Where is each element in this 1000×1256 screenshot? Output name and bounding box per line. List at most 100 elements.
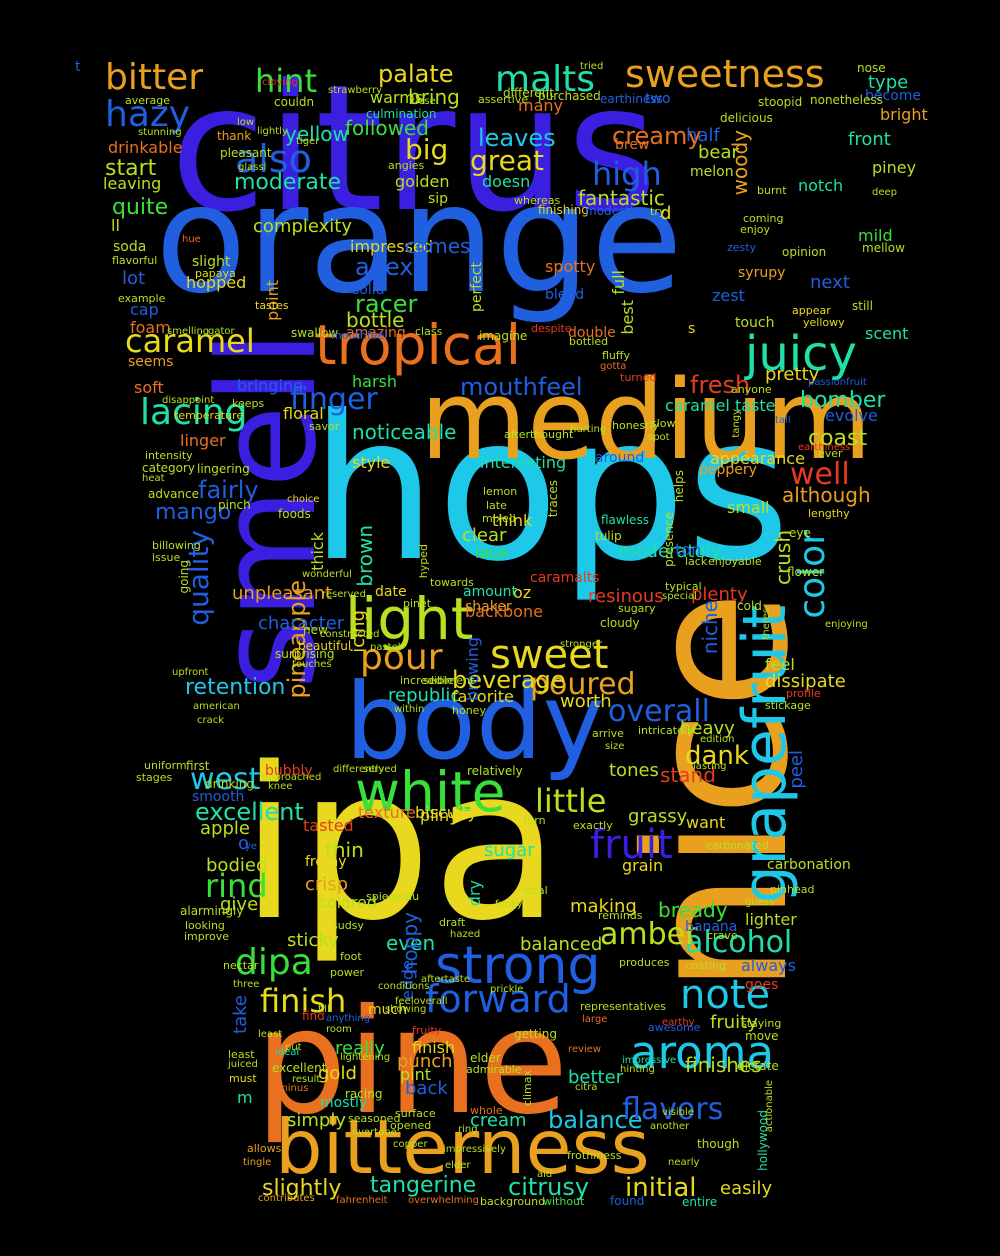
cloud-word: lightly xyxy=(257,126,288,137)
cloud-word: warms xyxy=(370,88,424,107)
cloud-word: size xyxy=(605,741,625,752)
cloud-word: special xyxy=(662,591,697,602)
cloud-word: excellent xyxy=(272,1061,327,1075)
cloud-word: although xyxy=(782,483,871,507)
cloud-word: class xyxy=(415,325,443,338)
cloud-word: sediment xyxy=(423,674,475,687)
cloud-word: bringing xyxy=(237,376,304,395)
cloud-word: tried xyxy=(580,61,604,72)
cloud-word: coming xyxy=(743,212,784,225)
cloud-word: average xyxy=(125,94,171,107)
cloud-word: crack xyxy=(197,715,225,726)
cloud-word: balance xyxy=(548,1106,643,1134)
cloud-word: around xyxy=(595,450,645,466)
cloud-word: nonetheless xyxy=(810,93,883,107)
cloud-word: modestly xyxy=(585,204,641,218)
cloud-word: half xyxy=(686,125,720,146)
cloud-word: review xyxy=(568,1044,602,1055)
cloud-word: angies xyxy=(388,159,425,172)
cloud-word: soft xyxy=(134,378,164,397)
cloud-word: actionable xyxy=(764,1080,775,1133)
cloud-word: take xyxy=(230,995,251,1034)
cloud-word: mixed xyxy=(482,512,516,525)
cloud-word: sip xyxy=(428,191,449,207)
cloud-word: conditions xyxy=(378,981,430,992)
cloud-word: hazy xyxy=(105,94,191,135)
cloud-word: pinch xyxy=(218,498,251,512)
cloud-word: bitterness xyxy=(275,1103,650,1191)
cloud-word: edition xyxy=(700,734,735,745)
cloud-word: found xyxy=(610,1194,645,1208)
cloud-word: orange xyxy=(155,153,683,327)
cloud-word: couldn xyxy=(274,95,315,109)
cloud-word: dictate xyxy=(737,1059,779,1073)
cloud-word: citra xyxy=(575,1082,598,1093)
cloud-word: turned xyxy=(620,371,657,384)
cloud-word: followed xyxy=(345,116,429,140)
cloud-word: billowing xyxy=(152,539,201,552)
cloud-word: purchased xyxy=(538,89,601,103)
cloud-word: move xyxy=(745,1029,779,1043)
cloud-word: interesting xyxy=(480,453,567,472)
cloud-word: initial xyxy=(625,1173,697,1203)
cloud-word: dry xyxy=(465,880,484,907)
cloud-word: noticeable xyxy=(352,420,457,444)
cloud-word: gator xyxy=(208,326,235,337)
cloud-word: papaya xyxy=(195,267,236,280)
cloud-word: choice xyxy=(287,494,320,505)
cloud-word: american xyxy=(193,701,240,712)
cloud-word: impressive xyxy=(622,1055,677,1066)
cloud-word: worth xyxy=(560,691,612,712)
cloud-word: goes xyxy=(745,977,779,993)
cloud-word: prickle xyxy=(490,984,524,995)
cloud-word: zest xyxy=(712,286,745,305)
cloud-word: fruity xyxy=(710,1012,758,1033)
cloud-word: fantastic xyxy=(578,186,665,210)
cloud-word: date xyxy=(375,584,407,600)
cloud-word: close xyxy=(410,96,436,107)
cloud-word: gold xyxy=(318,1063,357,1084)
cloud-word: spotty xyxy=(545,257,596,276)
cloud-word: lemon xyxy=(483,485,518,498)
cloud-word: opinion xyxy=(782,245,827,259)
cloud-word: harsh xyxy=(352,372,397,391)
cloud-word: theres xyxy=(761,608,772,640)
cloud-word: grassy xyxy=(628,806,688,827)
cloud-word: peel xyxy=(786,750,807,789)
cloud-word: mouthfeel xyxy=(460,373,583,401)
cloud-word: intensity xyxy=(145,449,193,462)
cloud-word: slightly xyxy=(262,1176,342,1201)
cloud-word: leaving xyxy=(103,174,162,193)
cloud-word: poured xyxy=(530,667,636,702)
cloud-word: thin xyxy=(325,838,364,862)
cloud-word: floral xyxy=(283,404,324,423)
cloud-word: ideal xyxy=(275,1047,300,1058)
cloud-word: ye xyxy=(245,841,258,852)
cloud-word: find xyxy=(302,1009,325,1023)
cloud-word: texture xyxy=(358,803,416,822)
cloud-word: foods xyxy=(278,507,311,521)
cloud-word: disappoint xyxy=(162,395,215,406)
cloud-word: punch xyxy=(397,1051,453,1072)
cloud-word: earthy xyxy=(662,1017,695,1028)
cloud-word: towards xyxy=(430,576,474,589)
cloud-word: opened xyxy=(390,1119,432,1132)
cloud-word: incredible xyxy=(400,674,454,687)
cloud-word: admirable xyxy=(466,1063,522,1076)
cloud-word: apple xyxy=(200,818,250,839)
cloud-word: excellent xyxy=(195,798,304,826)
cloud-word: sudsy xyxy=(332,919,364,932)
cloud-word: reserved xyxy=(322,589,366,600)
cloud-word: typical xyxy=(665,580,702,593)
cloud-word: traces xyxy=(546,480,560,518)
cloud-word: low xyxy=(237,117,255,128)
cloud-word: linger xyxy=(180,431,226,450)
cloud-word: different xyxy=(503,86,554,100)
cloud-word: impressively xyxy=(443,1144,506,1155)
cloud-word: carbonated xyxy=(706,839,769,852)
cloud-word: without xyxy=(543,1195,585,1208)
cloud-word: allows xyxy=(247,1142,282,1155)
cloud-word: put xyxy=(285,1042,302,1053)
cloud-word: whole xyxy=(470,1104,503,1117)
